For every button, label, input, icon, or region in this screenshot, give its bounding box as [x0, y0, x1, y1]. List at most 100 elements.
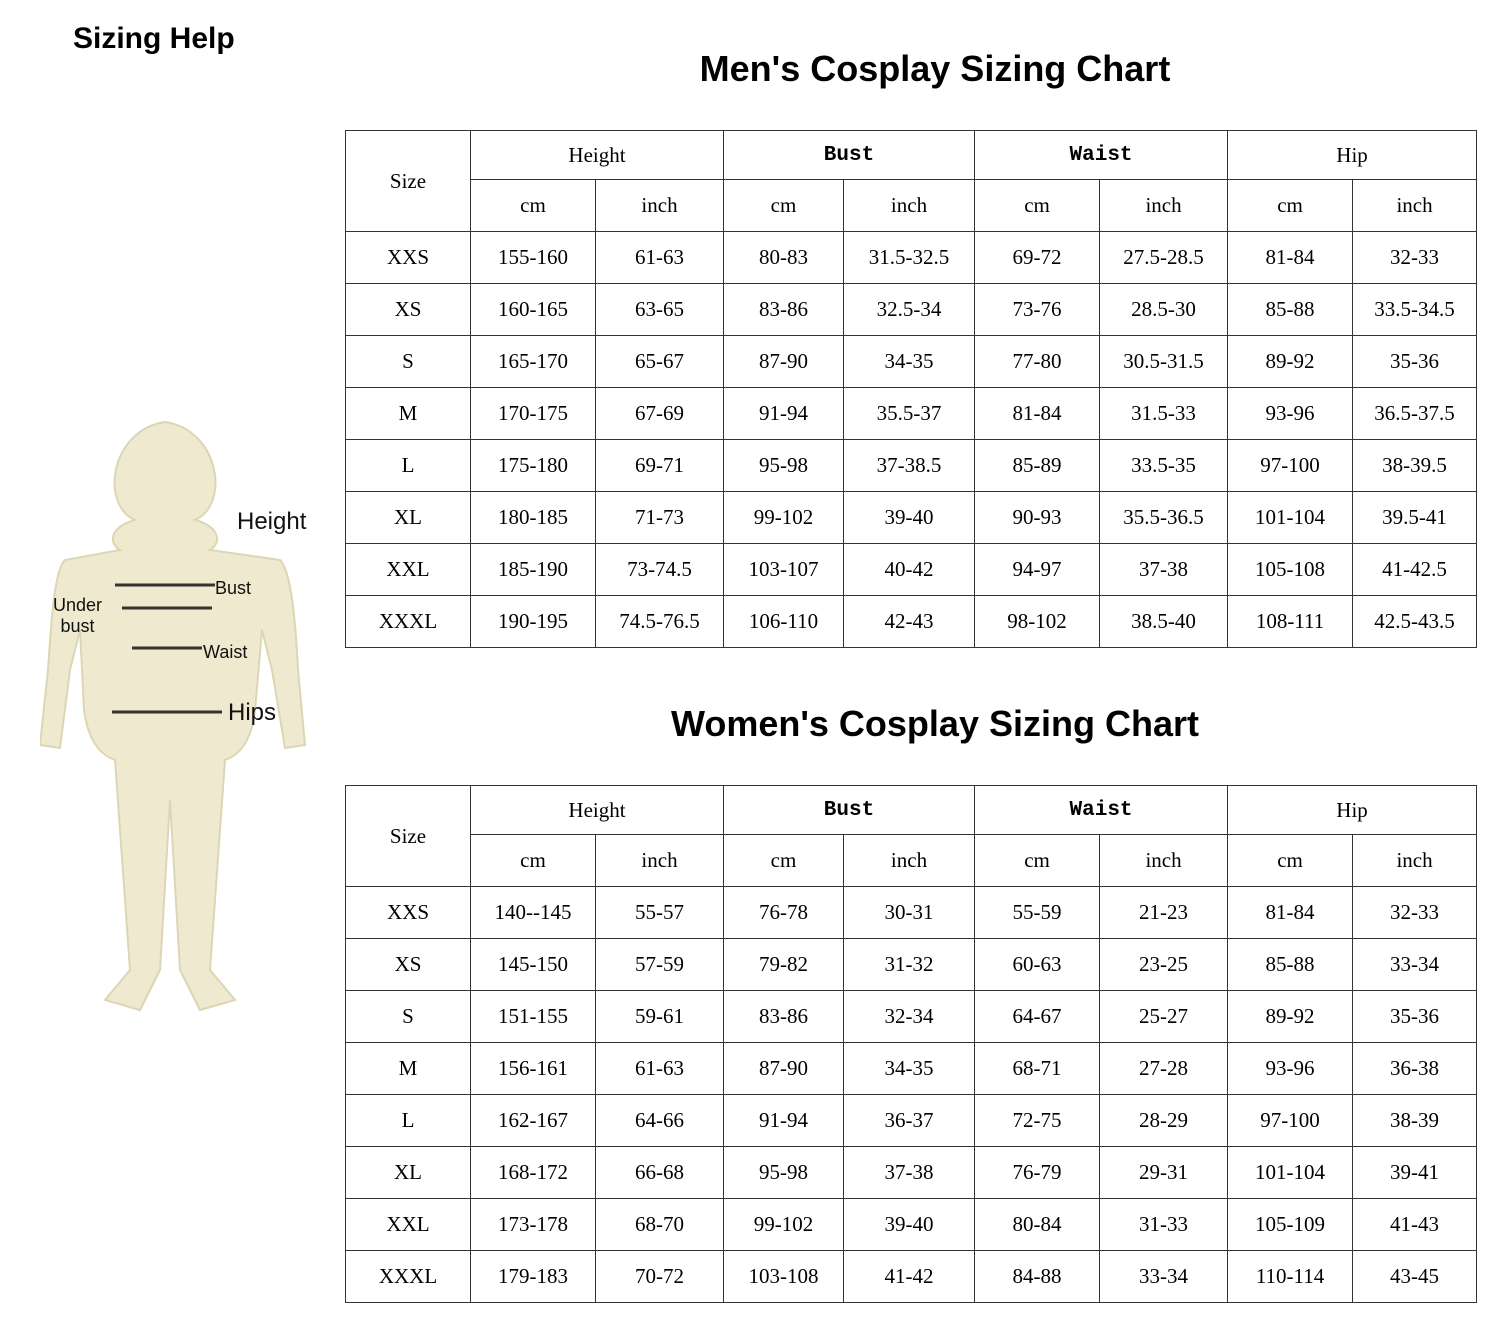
value-cell: 57-59 [595, 938, 724, 991]
value-cell: 105-108 [1227, 543, 1354, 596]
value-cell: 85-89 [974, 439, 1101, 492]
value-cell: 28-29 [1099, 1094, 1229, 1147]
value-cell: 29-31 [1099, 1146, 1229, 1199]
value-cell: 103-107 [723, 543, 844, 596]
value-cell: 59-61 [595, 990, 724, 1043]
unit-header: cm [1227, 834, 1354, 887]
unit-header: inch [1352, 179, 1478, 232]
value-cell: 99-102 [723, 1198, 844, 1251]
page-title: Sizing Help [73, 22, 235, 55]
data-row: XL 180-185 71-73 99-102 39-40 90-93 35.5-36.5 1… [345, 491, 1478, 544]
value-cell: 32-33 [1352, 886, 1478, 939]
value-cell: 175-180 [470, 439, 596, 492]
value-cell: 70-72 [595, 1250, 724, 1303]
value-cell: 39-40 [842, 491, 976, 544]
figure-label: Hips [228, 699, 277, 726]
value-cell: 105-109 [1227, 1198, 1354, 1251]
value-cell: 69-71 [595, 439, 724, 492]
value-cell: 98-102 [974, 595, 1101, 648]
header-row: Size Height Bust Waist Hip [345, 785, 1478, 887]
value-cell: 41-42.5 [1352, 543, 1478, 596]
value-cell: 180-185 [470, 491, 596, 544]
value-cell: 101-104 [1227, 491, 1354, 544]
group-header: Hip [1227, 785, 1478, 835]
data-row: XL 168-172 66-68 95-98 37-38 76-79 29-31 101-10… [345, 1146, 1478, 1199]
value-cell: 81-84 [1227, 886, 1354, 939]
size-table: Size Height Bust Waist Hip cm inch cm inch cm inch… [345, 785, 1478, 1303]
value-cell: 103-108 [723, 1250, 844, 1303]
unit-header: inch [1099, 179, 1229, 232]
value-cell: 38.5-40 [1099, 595, 1229, 648]
group-header: Waist [974, 130, 1229, 180]
value-cell: 42-43 [842, 595, 976, 648]
group-header: Hip [1227, 130, 1478, 180]
value-cell: 165-170 [470, 335, 596, 388]
value-cell: 35-36 [1352, 335, 1478, 388]
data-row: XXL 185-190 73-74.5 103-107 40-42 94-97 37-38 1… [345, 543, 1478, 596]
value-cell: 64-66 [595, 1094, 724, 1147]
value-cell: 64-67 [974, 990, 1101, 1043]
data-row: XXS 140--145 55-57 76-78 30-31 55-59 21-23 81-8… [345, 886, 1478, 939]
value-cell: 36.5-37.5 [1352, 387, 1478, 440]
value-cell: 27-28 [1099, 1042, 1229, 1095]
value-cell: 35.5-36.5 [1099, 491, 1229, 544]
value-cell: 185-190 [470, 543, 596, 596]
value-cell: 37-38.5 [842, 439, 976, 492]
value-cell: 61-63 [595, 231, 724, 284]
value-cell: 31-32 [842, 938, 976, 991]
value-cell: 37-38 [842, 1146, 976, 1199]
value-cell: 77-80 [974, 335, 1101, 388]
value-cell: 31-33 [1099, 1198, 1229, 1251]
figure-label: Height [237, 508, 307, 535]
size-header: Size [345, 130, 471, 232]
value-cell: 28.5-30 [1099, 283, 1229, 336]
value-cell: 36-38 [1352, 1042, 1478, 1095]
value-cell: 36-37 [842, 1094, 976, 1147]
size-table: Size Height Bust Waist Hip cm inch cm inch cm inch… [345, 130, 1478, 648]
value-cell: 83-86 [723, 990, 844, 1043]
value-cell: 87-90 [723, 1042, 844, 1095]
value-cell: 42.5-43.5 [1352, 595, 1478, 648]
size-cell: XXS [345, 231, 471, 284]
value-cell: 38-39 [1352, 1094, 1478, 1147]
value-cell: 97-100 [1227, 1094, 1354, 1147]
value-cell: 73-74.5 [595, 543, 724, 596]
unit-header: inch [1099, 834, 1229, 887]
value-cell: 80-84 [974, 1198, 1101, 1251]
value-cell: 39-41 [1352, 1146, 1478, 1199]
value-cell: 25-27 [1099, 990, 1229, 1043]
unit-header: cm [1227, 179, 1354, 232]
value-cell: 140--145 [470, 886, 596, 939]
value-cell: 79-82 [723, 938, 844, 991]
value-cell: 81-84 [974, 387, 1101, 440]
value-cell: 67-69 [595, 387, 724, 440]
value-cell: 81-84 [1227, 231, 1354, 284]
unit-header: cm [470, 834, 596, 887]
value-cell: 32.5-34 [842, 283, 976, 336]
value-cell: 55-59 [974, 886, 1101, 939]
value-cell: 31.5-33 [1099, 387, 1229, 440]
value-cell: 76-78 [723, 886, 844, 939]
value-cell: 41-42 [842, 1250, 976, 1303]
value-cell: 41-43 [1352, 1198, 1478, 1251]
value-cell: 32-34 [842, 990, 976, 1043]
group-header: Height [470, 785, 724, 835]
unit-header: inch [842, 834, 976, 887]
unit-header: cm [974, 834, 1101, 887]
data-row: XXS 155-160 61-63 80-83 31.5-32.5 69-72 27.5-2… [345, 231, 1478, 284]
data-row: M 156-161 61-63 87-90 34-35 68-71 27-28 93-96 36… [345, 1042, 1478, 1095]
value-cell: 179-183 [470, 1250, 596, 1303]
unit-header: cm [974, 179, 1101, 232]
size-cell: XS [345, 283, 471, 336]
table-title: Women's Cosplay Sizing Chart [671, 703, 1199, 744]
value-cell: 61-63 [595, 1042, 724, 1095]
value-cell: 30.5-31.5 [1099, 335, 1229, 388]
value-cell: 34-35 [842, 335, 976, 388]
value-cell: 83-86 [723, 283, 844, 336]
value-cell: 168-172 [470, 1146, 596, 1199]
value-cell: 76-79 [974, 1146, 1101, 1199]
size-cell: XXXL [345, 595, 471, 648]
size-cell: XXXL [345, 1250, 471, 1303]
value-cell: 151-155 [470, 990, 596, 1043]
